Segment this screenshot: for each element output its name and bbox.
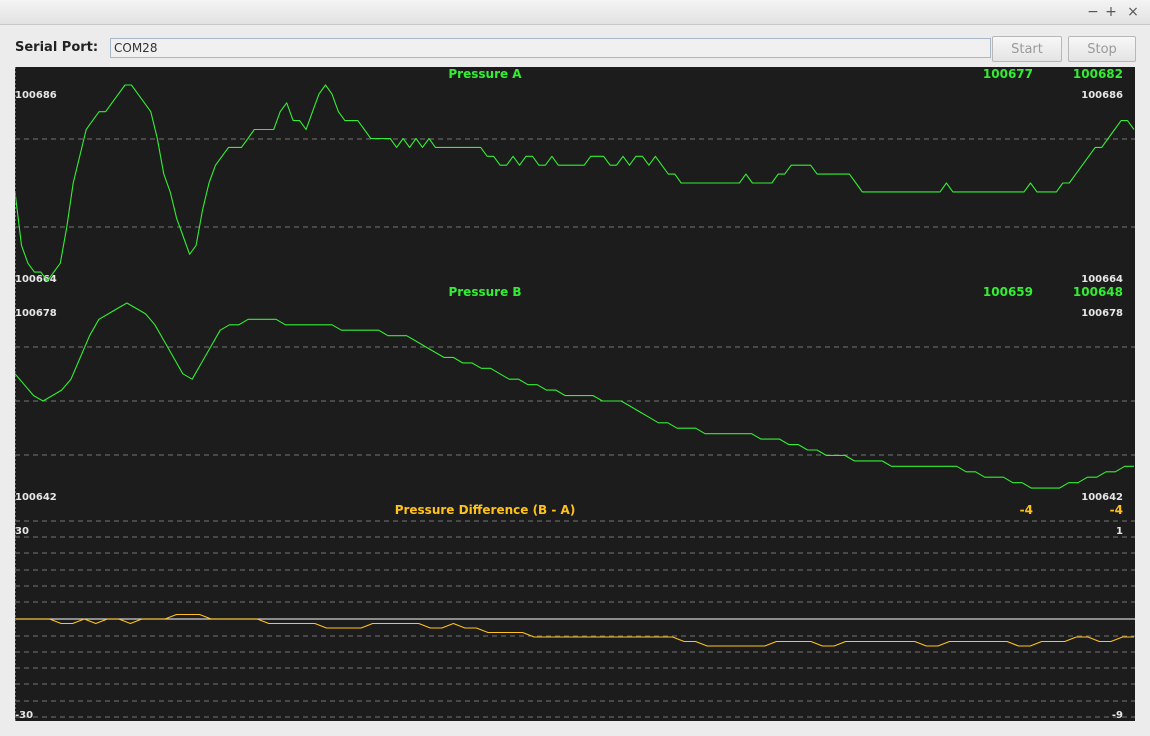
axis-top-label-right-b: 100678	[1081, 308, 1123, 319]
plot-area: Pressure A 100677 100682 100686 100686 100664…	[14, 67, 1135, 721]
axis-top-label-right-a: 100686	[1081, 90, 1123, 101]
serial-port-label: Serial Port:	[15, 40, 99, 55]
axis-top-label-left-b: 100678	[15, 308, 57, 319]
axis-bottom-label-right-b: 100642	[1081, 492, 1123, 503]
chart-title-b: Pressure B	[448, 285, 521, 299]
maximize-icon[interactable]: +	[1105, 4, 1117, 20]
close-icon[interactable]: ×	[1127, 4, 1139, 20]
current-value-left-d: -4	[1020, 503, 1033, 517]
axis-bottom-label-left-d: -30	[15, 710, 33, 721]
series-line-a	[14, 84, 1135, 282]
axis-top-label-right-d: 1	[1116, 526, 1123, 537]
minimize-icon[interactable]: −	[1087, 4, 1099, 20]
series-line-b	[14, 302, 1134, 489]
charts-canvas: Pressure A 100677 100682 100686 100686 100664…	[14, 67, 1135, 721]
chart-title-d: Pressure Difference (B - A)	[395, 503, 576, 517]
series-line-d	[15, 613, 1134, 647]
current-value-right-a: 100682	[1073, 67, 1123, 81]
chart-title-a: Pressure A	[448, 67, 522, 81]
title-bar: − + ×	[0, 0, 1150, 25]
current-value-left-a: 100677	[983, 67, 1033, 81]
current-value-right-d: -4	[1110, 503, 1123, 517]
serial-port-input[interactable]	[110, 38, 991, 58]
axis-bottom-label-right-a: 100664	[1081, 274, 1123, 285]
axis-top-label-left-a: 100686	[15, 90, 57, 101]
stop-button[interactable]: Stop	[1068, 36, 1136, 62]
toolbar: Serial Port: Start Stop	[0, 25, 1150, 65]
axis-bottom-label-right-d: -9	[1112, 710, 1123, 721]
current-value-left-b: 100659	[983, 285, 1033, 299]
axis-bottom-label-left-b: 100642	[15, 492, 57, 503]
axis-top-label-left-d: 30	[15, 526, 29, 537]
axis-bottom-label-left-a: 100664	[15, 274, 57, 285]
current-value-right-b: 100648	[1073, 285, 1123, 299]
start-button[interactable]: Start	[992, 36, 1062, 62]
